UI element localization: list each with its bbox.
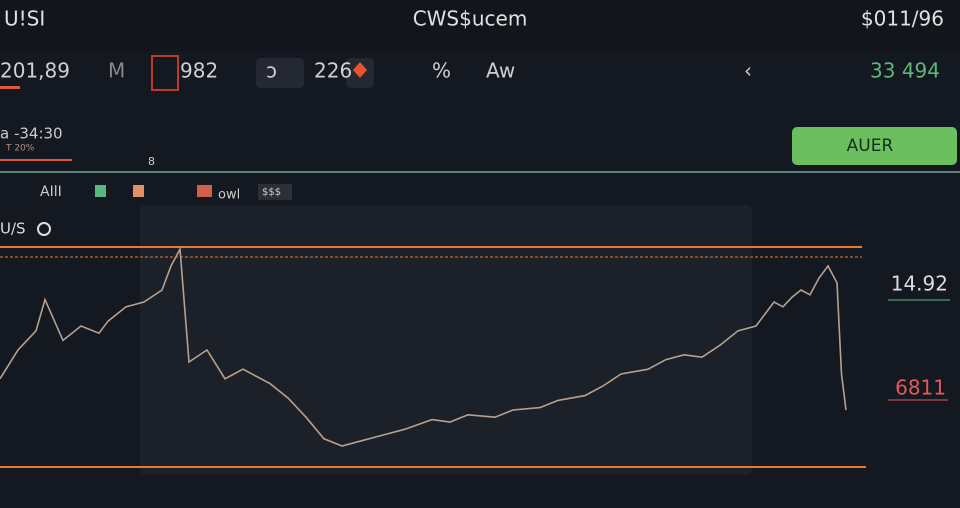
toolbar-item: % — [432, 59, 451, 83]
legend-label: $$$ — [262, 187, 281, 198]
pair-icon[interactable] — [37, 222, 51, 236]
header-right: $011/96 — [861, 7, 944, 31]
accent-box — [151, 55, 179, 91]
accent — [0, 86, 20, 89]
range-sub: T 20% — [5, 144, 35, 154]
mark-label: 8 — [148, 155, 155, 168]
toolbar-item: ↄ — [266, 59, 277, 83]
legend-swatch — [197, 185, 212, 197]
header-bar — [0, 0, 960, 52]
range-label: a -34:30 — [0, 125, 63, 143]
toolbar-item: 982 — [180, 59, 218, 83]
header-left: U!SI — [4, 7, 45, 31]
header-title: CWS$ucem — [413, 7, 528, 31]
legend-label: owl — [218, 188, 240, 203]
toolbar-chip[interactable] — [256, 58, 304, 88]
button-label[interactable]: AUER — [847, 136, 894, 156]
toolbar-item: ‹ — [744, 59, 752, 83]
diamond-icon — [353, 62, 367, 78]
chart-panel — [140, 205, 752, 475]
price-label: 14.92 — [891, 272, 948, 296]
price-label: 6811 — [895, 376, 946, 400]
toolbar-item: Aw — [486, 59, 515, 83]
toolbar-item: 226 — [314, 59, 352, 83]
price-line — [0, 246, 847, 447]
toolbar-item: M — [108, 59, 125, 83]
legend-swatch — [133, 185, 144, 197]
toolbar-price: 201,89 — [0, 59, 70, 83]
legend-swatch — [95, 185, 106, 197]
toolbar-change: 33 494 — [870, 59, 940, 83]
action-button[interactable] — [792, 127, 957, 165]
legend-chip — [258, 184, 292, 200]
pair-label: U/S — [0, 220, 26, 238]
legend-label: AIlI — [40, 184, 62, 200]
